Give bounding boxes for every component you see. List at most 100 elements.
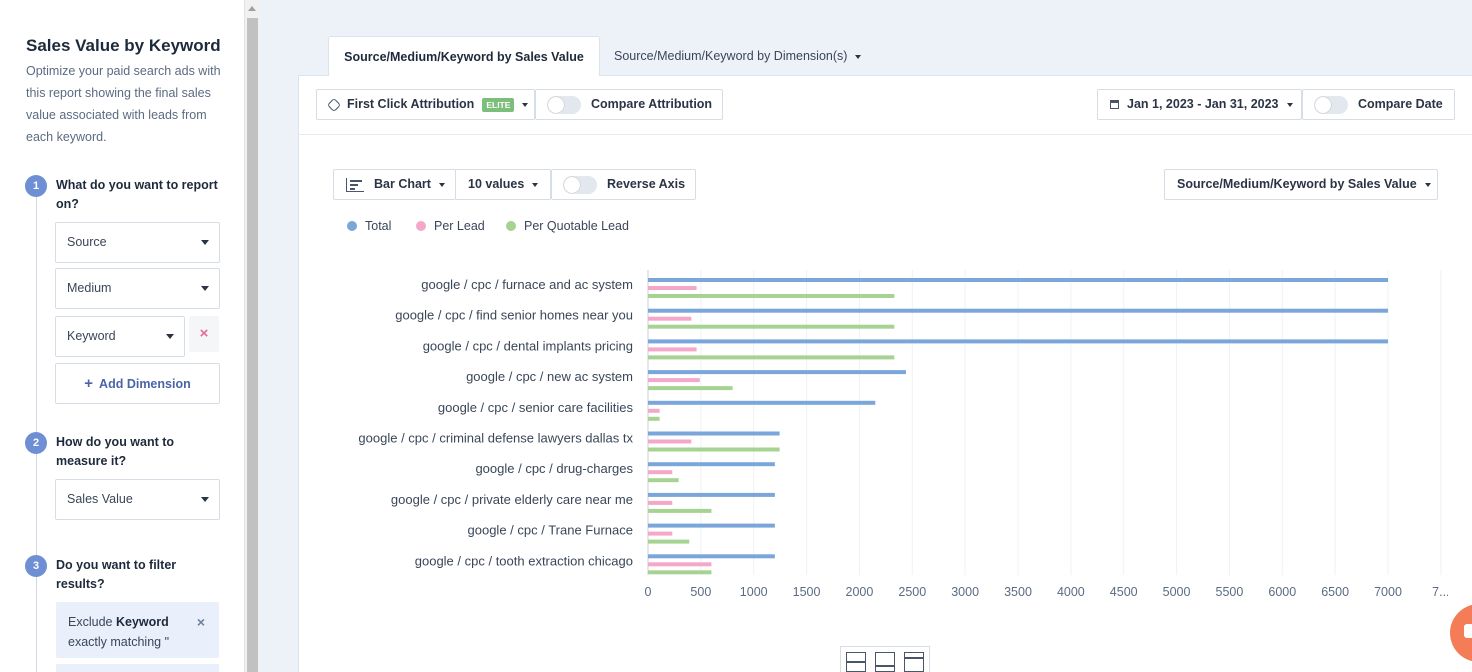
bar-per-quotable-lead[interactable] — [648, 294, 895, 298]
legend-item-total[interactable]: Total — [347, 219, 391, 233]
close-icon[interactable]: × — [196, 614, 205, 630]
bar-per-lead[interactable] — [648, 531, 673, 536]
y-category-label: google / cpc / senior care facilities — [438, 400, 634, 415]
bar-total[interactable] — [648, 370, 906, 375]
chevron-down-icon — [855, 54, 862, 59]
toggle-switch[interactable] — [547, 95, 581, 114]
attribution-label: First Click Attribution — [347, 97, 475, 111]
legend-label-total: Total — [365, 219, 392, 233]
bar-total[interactable] — [648, 308, 1388, 313]
scroll-up-icon[interactable] — [248, 6, 256, 11]
bar-per-lead[interactable] — [648, 316, 692, 321]
x-tick-label: 6000 — [1268, 585, 1296, 599]
layout-split-icon[interactable] — [846, 652, 866, 672]
dimension-select-medium[interactable]: Medium — [55, 268, 220, 309]
tab-sales-value[interactable]: Source/Medium/Keyword by Sales Value — [328, 36, 600, 76]
layout-top-icon[interactable] — [904, 652, 924, 672]
x-tick-label: 3000 — [951, 585, 979, 599]
add-dimension-button[interactable]: + Add Dimension — [55, 363, 220, 404]
bar-total[interactable] — [648, 554, 775, 559]
bar-per-lead[interactable] — [648, 286, 697, 290]
bar-per-lead[interactable] — [648, 470, 673, 475]
measure-select[interactable]: Sales Value — [55, 479, 220, 520]
bar-per-quotable-lead[interactable] — [648, 508, 712, 513]
legend-item-per-quotable-lead[interactable]: Per Quotable Lead — [506, 219, 629, 233]
bar-per-lead[interactable] — [648, 500, 673, 505]
bar-total[interactable] — [648, 492, 775, 497]
link-icon — [326, 97, 342, 112]
scrollbar-thumb[interactable] — [247, 18, 258, 672]
x-tick-label: 4000 — [1057, 585, 1085, 599]
chevron-down-icon — [201, 497, 209, 502]
y-category-label: google / cpc / dental implants pricing — [423, 338, 633, 353]
x-tick-label: 6500 — [1321, 585, 1349, 599]
report-select-label: Source/Medium/Keyword by Sales Value — [1177, 177, 1417, 191]
calendar-icon — [1110, 100, 1119, 110]
bar-per-quotable-lead[interactable] — [648, 570, 712, 575]
step-1-number: 1 — [25, 175, 47, 197]
bar-total[interactable] — [648, 339, 1388, 344]
chevron-down-icon — [201, 240, 209, 245]
sidebar-scrollbar[interactable] — [245, 0, 260, 672]
y-category-label: google / cpc / furnace and ac system — [421, 277, 633, 292]
measure-label: Sales Value — [67, 492, 133, 506]
bar-per-lead[interactable] — [648, 408, 660, 413]
bar-total[interactable] — [648, 400, 876, 405]
chevron-down-icon — [166, 334, 174, 339]
bar-total[interactable] — [648, 523, 775, 528]
bar-chart-icon — [346, 177, 364, 192]
x-tick-label: 7000 — [1374, 585, 1402, 599]
tab-sales-value-label: Source/Medium/Keyword by Sales Value — [344, 50, 584, 64]
step-3-number: 3 — [25, 555, 47, 577]
dimension-select-keyword[interactable]: Keyword — [55, 316, 185, 357]
y-category-label: google / cpc / Trane Furnace — [468, 523, 633, 538]
chevron-down-icon — [1424, 182, 1431, 187]
bar-per-quotable-lead[interactable] — [648, 478, 679, 483]
bar-per-quotable-lead[interactable] — [648, 447, 780, 452]
toggle-switch[interactable] — [1314, 95, 1348, 114]
x-tick-label: 5500 — [1216, 585, 1244, 599]
legend-item-per-lead[interactable]: Per Lead — [416, 219, 485, 233]
attribution-dropdown[interactable]: First Click Attribution ELITE — [316, 89, 535, 120]
y-category-label: google / cpc / drug-charges — [475, 461, 633, 476]
compare-attribution-toggle[interactable]: Compare Attribution — [535, 89, 723, 120]
bar-per-quotable-lead[interactable] — [648, 355, 895, 360]
bar-total[interactable] — [648, 278, 1388, 282]
dimension-select-source[interactable]: Source — [55, 222, 220, 263]
filter-chip[interactable]: Exclude Keyword exactly matching " × — [56, 602, 219, 658]
report-sidebar: Sales Value by Keyword Optimize your pai… — [0, 0, 245, 672]
x-tick-label: 1000 — [740, 585, 768, 599]
bar-per-lead[interactable] — [648, 562, 712, 567]
tab-dimensions[interactable]: Source/Medium/Keyword by Dimension(s) — [614, 36, 862, 76]
elite-badge: ELITE — [482, 97, 515, 112]
bar-per-lead[interactable] — [648, 378, 700, 383]
bar-total[interactable] — [648, 462, 775, 467]
chat-widget-icon[interactable] — [1450, 604, 1472, 662]
date-range-label: Jan 1, 2023 - Jan 31, 2023 — [1127, 97, 1279, 111]
reverse-axis-toggle[interactable]: Reverse Axis — [551, 169, 696, 200]
x-tick-label: 0 — [645, 585, 652, 599]
bar-per-quotable-lead[interactable] — [648, 539, 690, 544]
bar-total[interactable] — [648, 431, 780, 436]
x-tick-label: 3500 — [1004, 585, 1032, 599]
remove-dimension-button[interactable]: × — [189, 316, 219, 352]
bar-per-quotable-lead[interactable] — [648, 324, 895, 329]
layout-bottom-icon[interactable] — [875, 652, 895, 672]
y-category-label: google / cpc / private elderly care near… — [391, 492, 633, 507]
step-2-number: 2 — [25, 432, 47, 454]
bar-per-quotable-lead[interactable] — [648, 386, 733, 391]
date-range-dropdown[interactable]: Jan 1, 2023 - Jan 31, 2023 — [1097, 89, 1302, 120]
toggle-switch[interactable] — [563, 175, 597, 194]
bar-per-lead[interactable] — [648, 347, 697, 352]
bar-per-quotable-lead[interactable] — [648, 416, 660, 421]
chart-type-dropdown[interactable]: Bar Chart — [333, 169, 456, 200]
values-count-dropdown[interactable]: 10 values — [455, 169, 551, 200]
step-1-question: What do you want to report on? — [56, 178, 218, 211]
add-dimension-label: Add Dimension — [99, 377, 191, 391]
compare-date-toggle[interactable]: Compare Date — [1302, 89, 1455, 120]
filter-suffix: exactly matching " — [68, 635, 170, 649]
report-select-dropdown[interactable]: Source/Medium/Keyword by Sales Value — [1164, 169, 1438, 200]
bar-chart: 0 500 1000 1500 2000 2500 3000 3500 4000 4500 5000… — [358, 270, 1448, 599]
bar-per-lead[interactable] — [648, 439, 692, 444]
filter-chip-partial — [56, 664, 219, 672]
